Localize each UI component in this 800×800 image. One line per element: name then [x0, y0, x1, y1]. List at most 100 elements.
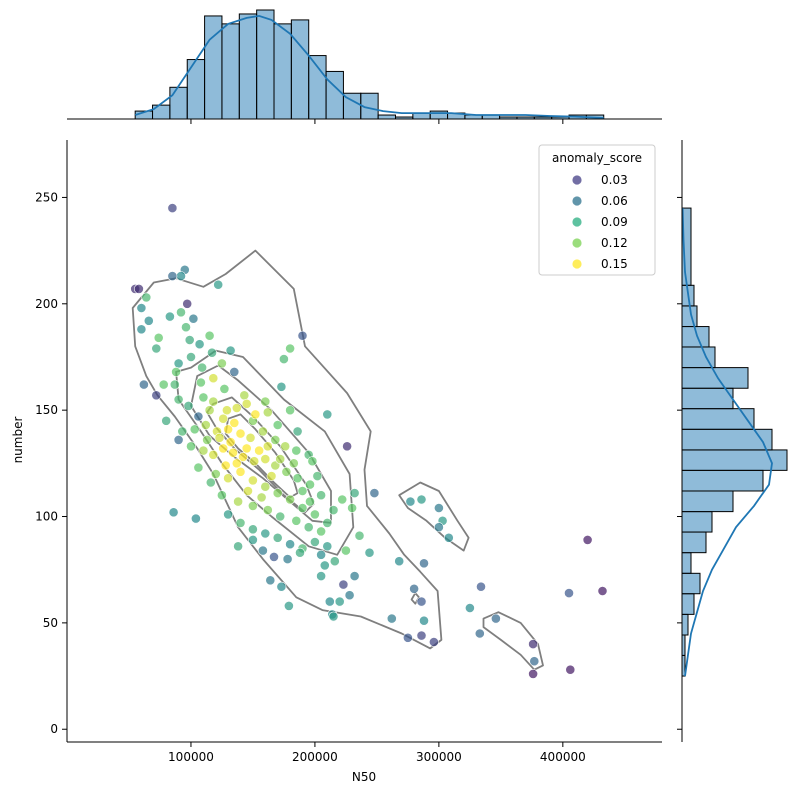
scatter-point-5 — [167, 271, 178, 281]
scatter-point-90 — [347, 503, 357, 513]
scatter-point-186 — [305, 496, 315, 507]
scatter-point-97 — [291, 515, 302, 526]
scatter-point-119 — [319, 560, 330, 571]
scatter-point-99 — [316, 526, 326, 537]
scatter-point-12 — [176, 307, 186, 318]
scatter-point-177 — [214, 432, 225, 443]
scatter-point-156 — [565, 664, 576, 675]
scatter-point-24 — [173, 358, 184, 369]
scatter-point-82 — [272, 488, 283, 498]
scatter-point-106 — [272, 532, 283, 543]
scatter-point-45 — [262, 407, 273, 418]
scatter-point-39 — [183, 400, 194, 411]
scatter-point-6 — [141, 292, 152, 303]
scatter-point-91 — [328, 505, 339, 515]
scatter-point-63 — [186, 441, 196, 452]
scatter-point-121 — [364, 547, 375, 558]
top-hist-bar-8 — [273, 23, 292, 120]
legend-title: anomaly_score — [552, 151, 642, 165]
scatter-point-151 — [474, 628, 485, 639]
scatter-point-182 — [207, 347, 217, 358]
top-hist-bar-10 — [308, 55, 327, 120]
scatter-point-27 — [229, 366, 240, 377]
y-tick-label-2: 100 — [35, 510, 58, 524]
main-scatter-axes: 100000 200000 300000 400000 0 50 100 150 200 250… — [11, 119, 682, 784]
scatter-point-51 — [200, 420, 211, 430]
scatter-point-140 — [402, 632, 413, 643]
kde-contour-7 — [410, 592, 420, 605]
legend-label-0: 0.03 — [601, 173, 628, 187]
legend-marker-0 — [572, 175, 582, 185]
scatter-point-37 — [151, 390, 162, 401]
scatter-point-181 — [184, 335, 195, 345]
kde-contour-5 — [398, 481, 470, 552]
scatter-point-180 — [197, 362, 207, 373]
scatter-point-101 — [190, 513, 201, 524]
scatter-point-2 — [133, 283, 144, 294]
scatter-point-163 — [218, 413, 229, 424]
scatter-point-158 — [582, 535, 593, 545]
y-axis-ticks: 0 50 100 150 200 250 — [35, 190, 682, 736]
scatter-point-122 — [354, 530, 365, 541]
scatter-point-103 — [235, 518, 246, 528]
x-tick-label-0: 100000 — [168, 750, 214, 764]
scatter-point-111 — [340, 545, 351, 556]
scatter-point-174 — [243, 486, 253, 496]
scatter-point-58 — [280, 441, 291, 452]
scatter-point-173 — [297, 486, 308, 496]
scatter-point-14 — [136, 324, 147, 335]
scatter-point-81 — [260, 481, 271, 492]
y-tick-label-1: 50 — [43, 616, 58, 630]
scatter-point-141 — [416, 630, 427, 641]
scatter-point-65 — [208, 449, 219, 460]
scatter-point-188 — [272, 420, 283, 430]
scatter-point-32 — [208, 373, 219, 384]
scatter-point-102 — [223, 509, 233, 520]
scatter-point-69 — [249, 456, 260, 467]
scatter-point-42 — [221, 405, 232, 416]
scatter-point-29 — [158, 379, 169, 390]
scatter-point-183 — [225, 345, 236, 356]
scatter-point-95 — [262, 505, 273, 515]
scatter-point-54 — [235, 428, 246, 439]
scatter-point-64 — [198, 445, 209, 456]
scatter-point-11 — [164, 311, 175, 322]
scatter-point-175 — [256, 492, 267, 503]
scatter-point-126 — [338, 579, 349, 590]
scatter-point-117 — [295, 547, 305, 558]
top-hist-bar-11 — [325, 70, 344, 120]
scatter-point-31 — [195, 377, 206, 388]
scatter-point-100 — [168, 507, 179, 518]
scatter-point-110 — [322, 541, 333, 552]
scatter-point-109 — [309, 537, 320, 547]
scatter-point-43 — [231, 403, 242, 413]
scatter-point-89 — [369, 488, 380, 498]
scatter-point-161 — [250, 409, 261, 420]
scatter-point-138 — [419, 615, 429, 626]
scatter-point-68 — [238, 452, 248, 462]
scatter-point-40 — [193, 411, 204, 422]
scatter-point-118 — [316, 549, 326, 560]
scatter-point-78 — [223, 473, 233, 484]
scatter-point-178 — [225, 437, 236, 447]
scatter-point-105 — [260, 528, 271, 539]
legend-marker-2 — [572, 217, 582, 227]
scatter-point-179 — [262, 441, 273, 452]
x-tick-label-2: 300000 — [416, 750, 462, 764]
scatter-point-86 — [322, 518, 333, 528]
scatter-point-9 — [136, 303, 147, 313]
scatter-point-72 — [281, 466, 292, 477]
scatter-point-8 — [182, 298, 193, 309]
right-hist-bar-8 — [681, 490, 734, 513]
x-tick-label-3: 400000 — [540, 750, 586, 764]
scatter-point-47 — [322, 409, 333, 420]
y-tick-label-3: 150 — [35, 403, 58, 417]
scatter-point-7 — [213, 279, 224, 290]
scatter-point-128 — [324, 596, 335, 607]
scatter-point-107 — [285, 539, 295, 550]
scatter-point-184 — [193, 462, 204, 473]
scatter-point-149 — [464, 603, 475, 613]
scatter-point-92 — [216, 490, 227, 501]
scatter-point-53 — [223, 424, 233, 435]
right-hist-bar-5 — [681, 552, 692, 574]
